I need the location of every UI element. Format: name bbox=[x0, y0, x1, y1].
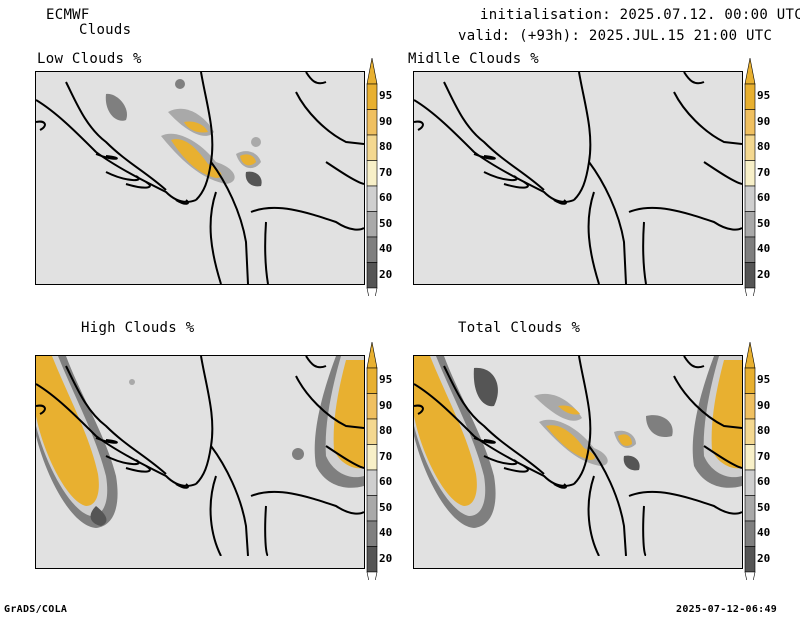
cloud-cover-low bbox=[105, 79, 262, 187]
colorbar-high: 95 90 80 70 60 50 40 20 bbox=[363, 340, 423, 580]
colorbar-segment bbox=[366, 495, 378, 522]
colorbar-label: 70 bbox=[757, 165, 771, 179]
colorbar-low: 95 90 80 70 60 50 40 20 bbox=[363, 56, 423, 296]
colorbar-bottom-arrow bbox=[366, 287, 378, 296]
colorbar-label: 95 bbox=[757, 89, 771, 102]
colorbar-label: 20 bbox=[757, 551, 771, 565]
valid-time: valid: (+93h): 2025.JUL.15 21:00 UTC bbox=[458, 28, 773, 44]
colorbar-label: 60 bbox=[379, 191, 393, 204]
colorbar-segment bbox=[744, 236, 756, 263]
colorbar-label: 60 bbox=[757, 191, 771, 204]
init-time: initialisation: 2025.07.12. 00:00 UTC bbox=[480, 7, 800, 23]
colorbar-label: 20 bbox=[757, 267, 771, 281]
colorbar-segment bbox=[744, 134, 756, 161]
colorbar-segment bbox=[366, 262, 378, 289]
colorbar-label: 95 bbox=[379, 373, 393, 386]
map-total-clouds bbox=[413, 355, 743, 569]
colorbar-segment bbox=[744, 185, 756, 212]
panel-title-middle: Midlle Clouds % bbox=[408, 51, 539, 67]
colorbar-segment bbox=[366, 185, 378, 212]
colorbar-bottom-arrow bbox=[744, 571, 756, 580]
colorbar-segment bbox=[366, 109, 378, 136]
cloud-cover-high bbox=[36, 356, 364, 528]
colorbar-segment bbox=[366, 83, 378, 110]
map-high-clouds bbox=[35, 355, 365, 569]
colorbar-label: 50 bbox=[757, 216, 771, 230]
cloud-cover-total bbox=[414, 356, 742, 528]
colorbar-label: 50 bbox=[757, 500, 771, 514]
map-coastlines bbox=[414, 356, 742, 556]
colorbar-label: 50 bbox=[379, 500, 393, 514]
colorbar-segment bbox=[744, 83, 756, 110]
map-middle-clouds bbox=[413, 71, 743, 285]
panel-title-high: High Clouds % bbox=[81, 320, 195, 336]
colorbar-segment bbox=[744, 444, 756, 471]
colorbar-segment bbox=[366, 367, 378, 394]
colorbar-label: 90 bbox=[757, 114, 771, 128]
colorbar-segment bbox=[744, 546, 756, 573]
colorbar-label: 70 bbox=[379, 449, 393, 463]
colorbar-top-arrow bbox=[366, 57, 378, 85]
map-coastlines bbox=[414, 72, 742, 284]
colorbar-label: 40 bbox=[757, 242, 771, 255]
map-low-clouds bbox=[35, 71, 365, 285]
colorbar-segment bbox=[366, 520, 378, 547]
colorbar-label: 20 bbox=[379, 551, 393, 565]
panel-title-low: Low Clouds % bbox=[37, 51, 142, 67]
colorbar-label: 90 bbox=[757, 398, 771, 412]
colorbar-segment bbox=[744, 160, 756, 187]
colorbar-bottom-arrow bbox=[744, 287, 756, 296]
colorbar-segment bbox=[366, 134, 378, 161]
colorbar-top-arrow bbox=[744, 57, 756, 85]
colorbar-segment bbox=[744, 469, 756, 496]
colorbar-label: 90 bbox=[379, 114, 393, 128]
colorbar-segment bbox=[366, 211, 378, 238]
colorbar-total: 95 90 80 70 60 50 40 20 bbox=[741, 340, 800, 580]
product-name: Clouds bbox=[79, 22, 132, 38]
colorbar-label: 50 bbox=[379, 216, 393, 230]
colorbar-label: 20 bbox=[379, 267, 393, 281]
colorbar-segment bbox=[744, 495, 756, 522]
colorbar-label: 60 bbox=[757, 475, 771, 488]
colorbar-middle: 95 90 80 70 60 50 40 20 bbox=[741, 56, 800, 296]
map-coastlines bbox=[36, 72, 364, 284]
colorbar-segment bbox=[366, 393, 378, 420]
model-name: ECMWF bbox=[46, 7, 90, 23]
colorbar-segment bbox=[744, 393, 756, 420]
colorbar-segment bbox=[366, 236, 378, 263]
colorbar-label: 60 bbox=[379, 475, 393, 488]
colorbar-segment bbox=[744, 109, 756, 136]
colorbar-label: 40 bbox=[379, 242, 393, 255]
colorbar-top-arrow bbox=[744, 341, 756, 369]
colorbar-bottom-arrow bbox=[366, 571, 378, 580]
colorbar-segment bbox=[744, 367, 756, 394]
colorbar-segment bbox=[366, 160, 378, 187]
colorbar-label: 70 bbox=[379, 165, 393, 179]
colorbar-segment bbox=[366, 444, 378, 471]
colorbar-label: 40 bbox=[379, 526, 393, 539]
colorbar-top-arrow bbox=[366, 341, 378, 369]
colorbar-label: 95 bbox=[379, 89, 393, 102]
map-coastlines bbox=[36, 356, 364, 556]
panel-title-total: Total Clouds % bbox=[458, 320, 581, 336]
colorbar-segment bbox=[744, 211, 756, 238]
colorbar-label: 95 bbox=[757, 373, 771, 386]
colorbar-label: 80 bbox=[379, 424, 393, 437]
colorbar-label: 80 bbox=[379, 140, 393, 153]
colorbar-segment bbox=[744, 262, 756, 289]
colorbar-label: 70 bbox=[757, 449, 771, 463]
colorbar-segment bbox=[366, 418, 378, 445]
colorbar-segment bbox=[366, 469, 378, 496]
colorbar-label: 90 bbox=[379, 398, 393, 412]
colorbar-label: 80 bbox=[757, 424, 771, 437]
colorbar-label: 80 bbox=[757, 140, 771, 153]
colorbar-segment bbox=[366, 546, 378, 573]
colorbar-label: 40 bbox=[757, 526, 771, 539]
colorbar-segment bbox=[744, 520, 756, 547]
footer-timestamp: 2025-07-12-06:49 bbox=[676, 604, 778, 615]
colorbar-segment bbox=[744, 418, 756, 445]
footer-source: GrADS/COLA bbox=[4, 604, 68, 615]
